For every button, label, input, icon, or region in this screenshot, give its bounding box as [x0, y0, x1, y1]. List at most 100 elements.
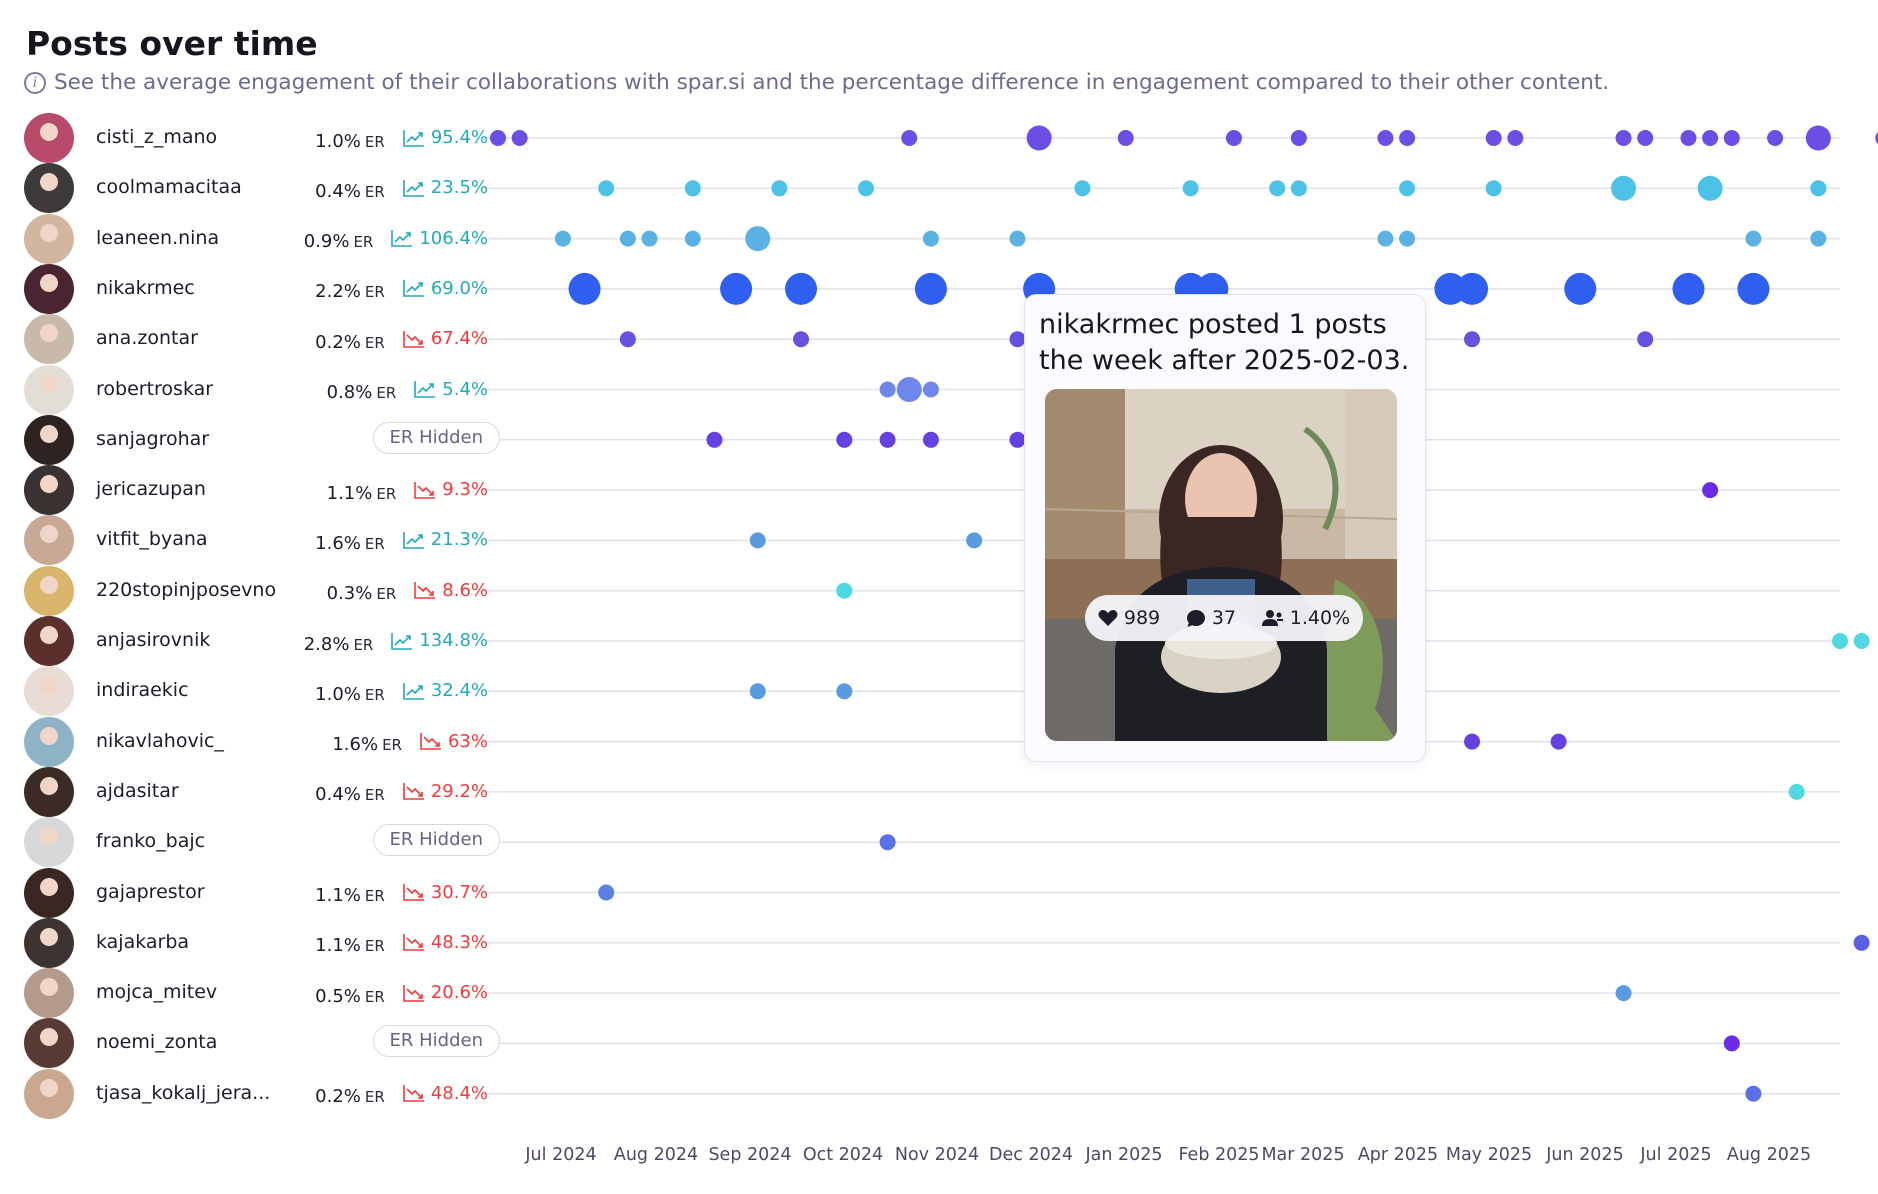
- post-dot[interactable]: [1875, 130, 1878, 146]
- post-thumbnail[interactable]: [1045, 389, 1397, 741]
- post-dot[interactable]: [1464, 331, 1481, 348]
- influencer-username[interactable]: cisti_z_mano: [96, 126, 218, 148]
- post-dot[interactable]: [1723, 1035, 1740, 1052]
- post-dot[interactable]: [879, 431, 896, 448]
- influencer-username[interactable]: vitfit_byana: [96, 528, 208, 551]
- post-dot[interactable]: [1182, 180, 1199, 197]
- influencer-username[interactable]: sanjagrohar: [96, 427, 210, 450]
- influencer-row[interactable]: nikavlahovic_ 1.6% ER 63%: [24, 716, 488, 767]
- influencer-row[interactable]: 220stopinjposevno 0.3% ER 8.6%: [24, 565, 488, 616]
- post-dot[interactable]: [1853, 934, 1870, 951]
- avatar[interactable]: [24, 263, 74, 314]
- post-dot[interactable]: [1810, 180, 1827, 197]
- influencer-username[interactable]: mojca_mitev: [96, 981, 218, 1004]
- post-dot[interactable]: [1637, 331, 1654, 348]
- post-dot[interactable]: [1810, 230, 1827, 247]
- post-dot[interactable]: [771, 180, 788, 197]
- post-dot[interactable]: [1009, 331, 1026, 348]
- post-dot[interactable]: [749, 683, 766, 700]
- post-dot[interactable]: [1637, 130, 1654, 146]
- post-dot[interactable]: [1615, 985, 1632, 1002]
- post-dot[interactable]: [1399, 230, 1416, 247]
- post-dot[interactable]: [901, 130, 918, 146]
- post-dot[interactable]: [785, 272, 818, 305]
- post-dot[interactable]: [922, 230, 939, 247]
- avatar[interactable]: [24, 565, 74, 616]
- influencer-username[interactable]: ajdasitar: [96, 779, 179, 802]
- post-dot[interactable]: [922, 431, 939, 448]
- influencer-row[interactable]: kajakarba 1.1% ER 48.3%: [24, 917, 488, 968]
- post-dot[interactable]: [793, 331, 810, 348]
- post-dot[interactable]: [749, 532, 766, 549]
- post-dot[interactable]: [1702, 130, 1719, 146]
- influencer-username[interactable]: anjasirovnik: [96, 629, 211, 651]
- post-dot[interactable]: [1788, 783, 1805, 800]
- post-dot[interactable]: [598, 884, 615, 901]
- influencer-row[interactable]: ana.zontar 0.2% ER 67.4%: [24, 314, 488, 365]
- influencer-username[interactable]: robertroskar: [96, 377, 214, 400]
- influencer-row[interactable]: coolmamacitaa 0.4% ER 23.5%: [24, 163, 488, 214]
- avatar[interactable]: [24, 917, 74, 968]
- post-dot[interactable]: [896, 377, 922, 402]
- avatar[interactable]: [24, 968, 74, 1019]
- avatar[interactable]: [24, 666, 74, 717]
- post-dot[interactable]: [1745, 1085, 1762, 1102]
- influencer-username[interactable]: 220stopinjposevno: [96, 578, 277, 601]
- avatar[interactable]: [24, 766, 74, 817]
- influencer-username[interactable]: noemi_zonta: [96, 1031, 218, 1054]
- influencer-row[interactable]: franko_bajc ER Hidden: [24, 817, 500, 868]
- influencer-row[interactable]: cisti_z_mano 1.0% ER 95.4%: [24, 113, 488, 163]
- post-dot[interactable]: [857, 180, 874, 197]
- avatar[interactable]: [24, 515, 74, 566]
- avatar[interactable]: [24, 163, 74, 214]
- influencer-row[interactable]: nikakrmec 2.2% ER 69.0%: [24, 263, 488, 314]
- influencer-row[interactable]: ajdasitar 0.4% ER 29.2%: [24, 766, 488, 817]
- post-dot[interactable]: [720, 272, 753, 305]
- post-dot[interactable]: [490, 130, 506, 146]
- post-dot[interactable]: [1745, 230, 1762, 247]
- post-dot[interactable]: [1456, 272, 1489, 305]
- post-dot[interactable]: [568, 272, 601, 305]
- post-dot[interactable]: [1009, 230, 1026, 247]
- influencer-username[interactable]: kajakarba: [96, 930, 190, 953]
- post-dot[interactable]: [554, 230, 571, 247]
- info-icon[interactable]: i: [24, 71, 46, 94]
- post-dot[interactable]: [1853, 633, 1870, 649]
- post-dot[interactable]: [684, 230, 701, 247]
- influencer-username[interactable]: ana.zontar: [96, 327, 198, 350]
- post-dot[interactable]: [1680, 130, 1697, 146]
- post-dot[interactable]: [879, 834, 896, 851]
- post-dot[interactable]: [1377, 130, 1394, 146]
- post-dot[interactable]: [1269, 180, 1286, 197]
- influencer-username[interactable]: nikakrmec: [96, 276, 195, 299]
- post-dot[interactable]: [706, 431, 723, 448]
- post-dot[interactable]: [1564, 272, 1597, 305]
- influencer-username[interactable]: tjasa_kokalj_jera...: [96, 1081, 271, 1104]
- influencer-row[interactable]: mojca_mitev 0.5% ER 20.6%: [24, 968, 488, 1019]
- influencer-row[interactable]: tjasa_kokalj_jera... 0.2% ER 48.4%: [24, 1068, 488, 1119]
- post-dot[interactable]: [1697, 175, 1723, 201]
- post-dot[interactable]: [1009, 431, 1026, 448]
- post-dot[interactable]: [1399, 130, 1416, 146]
- influencer-row[interactable]: sanjagrohar ER Hidden: [24, 414, 500, 465]
- post-dot[interactable]: [641, 230, 658, 247]
- post-dot[interactable]: [1550, 733, 1567, 750]
- post-dot[interactable]: [1737, 272, 1770, 305]
- avatar[interactable]: [24, 1068, 74, 1119]
- post-dot[interactable]: [1074, 180, 1091, 197]
- post-dot[interactable]: [598, 180, 615, 197]
- post-dot[interactable]: [1702, 482, 1719, 499]
- avatar[interactable]: [24, 817, 74, 868]
- avatar[interactable]: [24, 616, 74, 666]
- avatar[interactable]: [24, 867, 74, 918]
- avatar[interactable]: [24, 213, 74, 264]
- influencer-username[interactable]: jericazupan: [96, 478, 206, 501]
- post-dot[interactable]: [836, 683, 853, 700]
- influencer-row[interactable]: gajaprestor 1.1% ER 30.7%: [24, 867, 488, 918]
- post-dot[interactable]: [1377, 230, 1394, 247]
- post-dot[interactable]: [1399, 180, 1416, 197]
- avatar[interactable]: [24, 364, 74, 415]
- post-dot[interactable]: [619, 230, 636, 247]
- influencer-username[interactable]: nikavlahovic_: [96, 729, 224, 752]
- post-dot[interactable]: [914, 272, 947, 305]
